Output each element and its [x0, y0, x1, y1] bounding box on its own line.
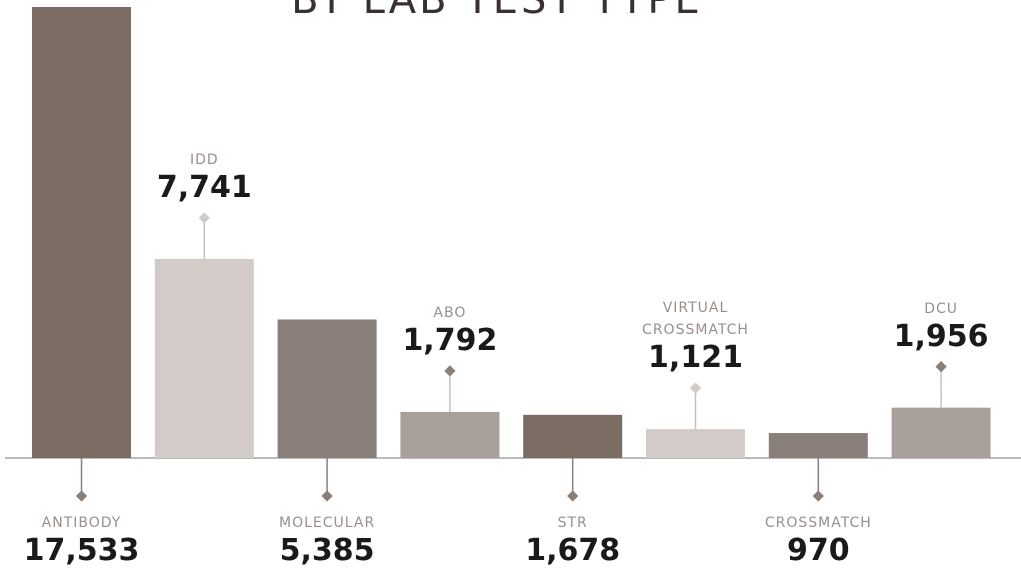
bar [523, 414, 623, 458]
label-group: DCU 1,956 [871, 298, 1011, 354]
value-label: 7,741 [156, 169, 252, 205]
leader-diamond [935, 361, 947, 373]
leader-diamond [812, 490, 824, 502]
leader-diamond [567, 490, 579, 502]
label-group: STR 1,678 [503, 512, 643, 568]
bar [891, 407, 991, 458]
leader-diamond [198, 212, 210, 224]
bar [400, 411, 500, 458]
value-label: 1,121 [648, 340, 743, 376]
category-label: MOLECULAR [278, 515, 376, 531]
label-group: CROSSMATCH 970 [748, 512, 888, 568]
category-label: VIRTUAL CROSSMATCH [642, 300, 749, 339]
leader-diamond [75, 490, 88, 502]
category-label: STR [557, 515, 588, 531]
value-label: 1,792 [402, 322, 498, 358]
bar [277, 319, 377, 458]
value-label: 17,533 [23, 533, 140, 568]
bar [154, 258, 254, 458]
label-group: MOLECULAR 5,385 [257, 512, 397, 568]
value-label: 970 [786, 533, 850, 568]
category-label: IDD [189, 151, 219, 168]
category-label: DCU [924, 300, 958, 317]
value-label: 1,678 [525, 533, 621, 568]
category-label: ABO [433, 304, 467, 321]
bar [32, 7, 131, 458]
label-group: IDD 7,741 [134, 149, 274, 205]
label-group: VIRTUAL CROSSMATCH 1,121 [626, 297, 766, 375]
leader-diamond [444, 365, 456, 377]
category-label: CROSSMATCH [764, 515, 872, 531]
value-label: 1,956 [893, 318, 989, 354]
category-label: ANTIBODY [41, 515, 122, 531]
bar [646, 429, 745, 458]
label-group: ANTIBODY 17,533 [12, 512, 152, 568]
leader-diamond [689, 382, 702, 394]
leader-diamond [321, 490, 333, 502]
label-group: ABO 1,792 [380, 302, 520, 358]
chart-title: BY LAB TEST TYPE [291, 0, 703, 23]
value-label: 5,385 [279, 533, 375, 568]
bar [768, 433, 868, 458]
